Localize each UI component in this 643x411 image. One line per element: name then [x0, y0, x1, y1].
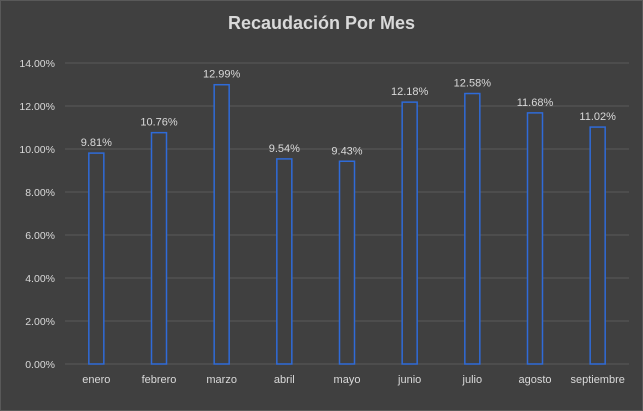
y-tick-label: 10.00% [19, 144, 55, 156]
y-tick-label: 14.00% [19, 58, 55, 70]
bar-junio [401, 101, 418, 365]
x-tick-label-abril: abril [274, 374, 295, 386]
x-tick-label-agosto: agosto [518, 374, 551, 386]
bar-enero [88, 152, 105, 365]
bar-agosto [526, 112, 544, 365]
data-label-agosto: 11.68% [517, 97, 554, 109]
x-tick-label-junio: junio [397, 374, 421, 386]
y-axis-tick-labels: 0.00% 2.00% 4.00% 6.00% 8.00% 10.00% 12.00% 14.… [19, 58, 55, 371]
bar-mayo [338, 160, 356, 365]
bar-julio [464, 92, 481, 365]
y-tick-label: 8.00% [25, 187, 55, 199]
y-tick-label: 6.00% [25, 230, 55, 242]
x-tick-label-julio: julio [462, 374, 483, 386]
bars [88, 83, 606, 365]
bar-abril [276, 158, 293, 365]
y-tick-label: 0.00% [25, 359, 55, 371]
chart-title: Recaudación Por Mes [227, 13, 416, 33]
x-tick-label-mayo: mayo [334, 374, 361, 386]
y-tick-label: 12.00% [19, 101, 55, 113]
x-tick-label-marzo: marzo [206, 374, 237, 386]
bar-septiembre [589, 126, 606, 365]
x-tick-label-febrero: febrero [142, 374, 177, 386]
data-label-marzo: 12.99% [203, 69, 241, 81]
data-label-julio: 12.58% [454, 78, 492, 90]
x-tick-label-septiembre: septiembre [570, 374, 624, 386]
y-tick-label: 4.00% [25, 273, 55, 285]
data-label-septiembre: 11.02% [579, 111, 616, 123]
data-label-mayo: 9.43% [331, 145, 362, 157]
data-label-enero: 9.81% [81, 137, 112, 149]
data-label-junio: 12.18% [391, 86, 429, 98]
x-tick-label-enero: enero [82, 374, 110, 386]
data-label-febrero: 10.76% [140, 117, 178, 129]
data-labels: 9.81% 10.76% 12.99% 9.54% 9.43% 12.18% 12.58% 1… [81, 69, 616, 158]
x-axis-tick-labels: enero febrero marzo abril mayo junio julio agos… [82, 374, 625, 386]
y-tick-label: 2.00% [25, 316, 55, 328]
data-label-abril: 9.54% [269, 143, 300, 155]
bar-febrero [150, 131, 168, 365]
bar-marzo [213, 83, 230, 365]
